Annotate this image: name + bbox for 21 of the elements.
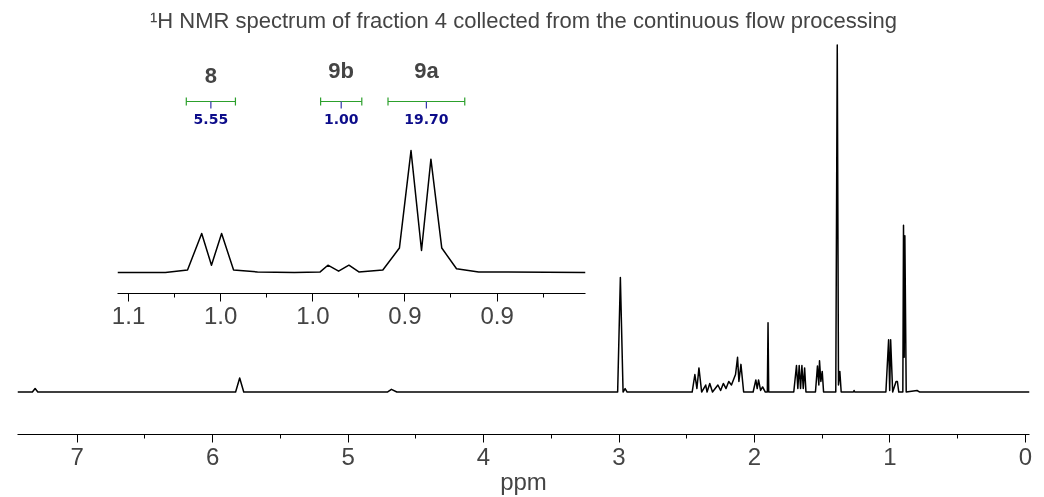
annotation: 9b bbox=[328, 57, 355, 83]
annotation: 8 bbox=[204, 62, 217, 88]
x-tick-label: 4 bbox=[476, 442, 491, 470]
x-tick-label: 0 bbox=[1018, 442, 1033, 470]
x-axis-title: ppm bbox=[500, 467, 547, 495]
x-tick-label: 1.0 bbox=[296, 301, 330, 329]
x-tick-label: 5 bbox=[341, 442, 355, 470]
x-tick-label: 6 bbox=[205, 442, 220, 470]
x-tick-label: 0.9 bbox=[480, 301, 514, 329]
x-tick-label: 1.0 bbox=[204, 301, 238, 329]
annotation: 1.00 bbox=[323, 110, 359, 127]
x-tick-label: 2 bbox=[747, 442, 762, 470]
x-tick-label: 1.1 bbox=[111, 301, 146, 329]
x-tick-label: 7 bbox=[70, 442, 84, 470]
annotation: 19.70 bbox=[404, 110, 449, 127]
annotation: 9a bbox=[414, 57, 440, 83]
x-tick-label: 0.9 bbox=[388, 301, 422, 329]
x-tick-label: 3 bbox=[612, 442, 626, 470]
chart-title: ¹H NMR spectrum of fraction 4 collected from the continuous flow processing bbox=[149, 7, 898, 33]
x-tick-label: 1 bbox=[883, 442, 897, 470]
annotation: 5.55 bbox=[193, 110, 229, 127]
